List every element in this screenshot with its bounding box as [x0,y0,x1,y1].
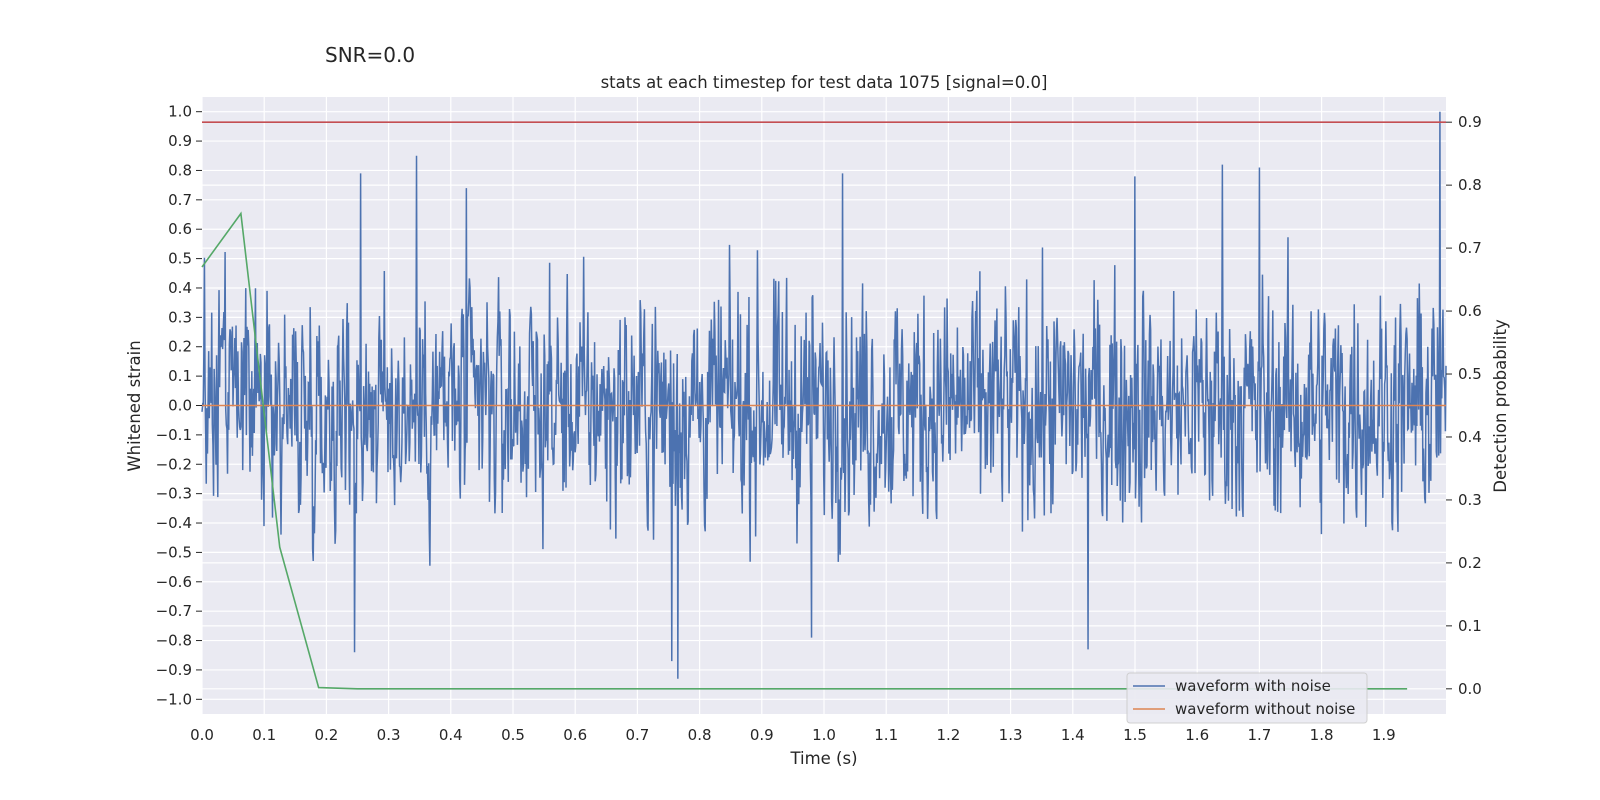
y-right-tick-label: 0.1 [1458,617,1482,635]
y-right-tick-label: 0.0 [1458,680,1482,698]
x-tick-label: 1.5 [1123,726,1147,744]
x-tick-label: 1.9 [1372,726,1396,744]
x-tick-label: 1.0 [812,726,836,744]
x-tick-label: 1.7 [1247,726,1271,744]
legend: waveform with noise waveform without noi… [1126,672,1368,724]
y-tick-label: −0.9 [156,661,192,679]
legend-label-noise: waveform with noise [1175,677,1331,695]
y-tick-label: 0.1 [168,367,192,385]
chart-title: stats at each timestep for test data 107… [601,73,1048,92]
y-tick-label: 1.0 [168,103,192,121]
x-tick-label: 0.8 [688,726,712,744]
y-tick-label: 0.9 [168,132,192,150]
y-tick-label: 0.3 [168,308,192,326]
y-tick-label: −0.8 [156,632,192,650]
suptitle: SNR=0.0 [325,43,415,67]
x-tick-label: 1.1 [874,726,898,744]
x-tick-label: 0.7 [625,726,649,744]
y-tick-label: −0.5 [156,543,192,561]
y-tick-label: −1.0 [156,690,192,708]
y-tick-label: 0.2 [168,338,192,356]
y-tick-label: −0.2 [156,455,192,473]
x-tick-label: 0.4 [439,726,463,744]
x-tick-label: 0.3 [377,726,401,744]
y-right-axis-ticks: 0.9 0.8 0.7 0.6 0.5 0.4 0.3 0.2 0.1 0.0 [1446,113,1482,698]
x-tick-label: 0.1 [252,726,276,744]
legend-box [1126,672,1368,724]
x-tick-label: 1.4 [1061,726,1085,744]
y-tick-label: 0.4 [168,279,192,297]
x-tick-label: 0.0 [190,726,214,744]
x-axis-ticks: 0.0 0.1 0.2 0.3 0.4 0.5 0.6 0.7 0.8 0.9 1.0 1.1 1.2 1… [190,726,1396,744]
x-axis-label: Time (s) [789,749,857,768]
x-tick-label: 1.2 [936,726,960,744]
y-tick-label: 0.7 [168,191,192,209]
series-waveform-with-noise [201,111,1447,679]
y-tick-label: 0.0 [168,397,192,415]
x-tick-label: 1.3 [999,726,1023,744]
y-right-tick-label: 0.3 [1458,491,1482,509]
y-right-tick-label: 0.4 [1458,428,1482,446]
y-right-tick-label: 0.8 [1458,176,1482,194]
y-right-tick-label: 0.7 [1458,239,1482,257]
legend-label-clean: waveform without noise [1175,700,1355,718]
y-axis-label: Whitened strain [125,340,144,471]
y-right-tick-label: 0.6 [1458,302,1482,320]
y-tick-label: −0.1 [156,426,192,444]
y-tick-label: 0.6 [168,220,192,238]
y-right-tick-label: 0.5 [1458,365,1482,383]
y-right-axis-label: Detection probability [1491,319,1510,493]
y-tick-label: −0.4 [156,514,192,532]
y-right-tick-label: 0.2 [1458,554,1482,572]
y-tick-label: −0.7 [156,602,192,620]
y-axis-ticks: 1.0 0.9 0.8 0.7 0.6 0.5 0.4 0.3 0.2 0.1 0.0 −0.1 −0.… [156,103,202,708]
y-tick-label: 0.8 [168,161,192,179]
x-tick-label: 0.9 [750,726,774,744]
y-right-tick-label: 0.9 [1458,113,1482,131]
x-tick-label: 0.6 [563,726,587,744]
x-tick-label: 1.6 [1185,726,1209,744]
y-tick-label: 0.5 [168,250,192,268]
y-tick-label: −0.3 [156,485,192,503]
y-tick-label: −0.6 [156,573,192,591]
x-tick-label: 0.5 [501,726,525,744]
x-tick-label: 0.2 [314,726,338,744]
x-tick-label: 1.8 [1310,726,1334,744]
